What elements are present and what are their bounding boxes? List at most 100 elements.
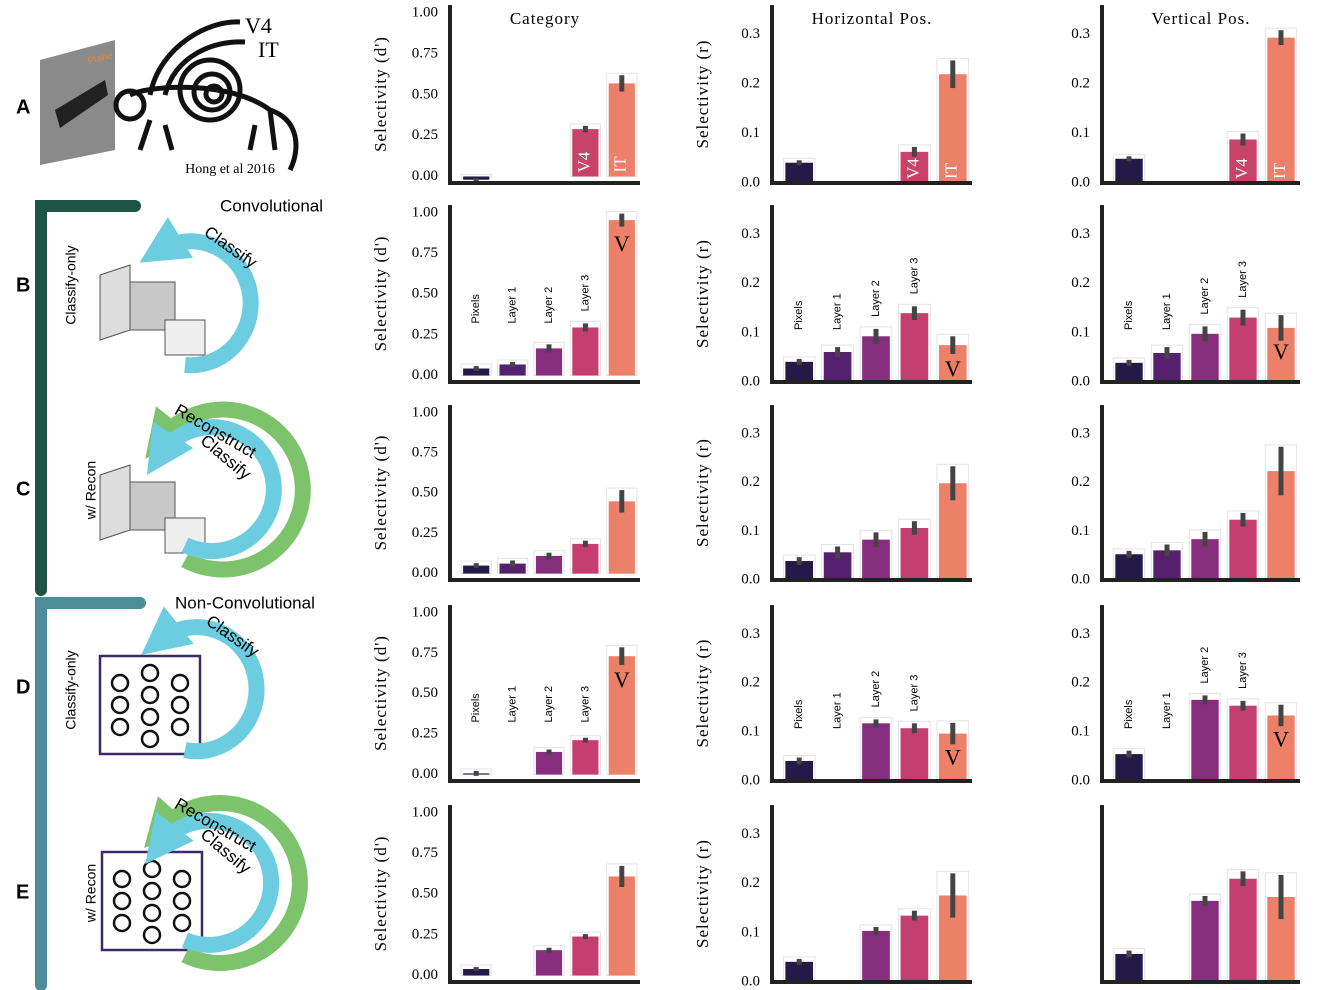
bar bbox=[901, 528, 929, 580]
bar-chart: Selectivity (r)0.00.10.20.3PixelsLayer 1… bbox=[693, 205, 972, 389]
category-label: IT bbox=[611, 156, 630, 173]
y-tick-label: 0.75 bbox=[412, 445, 438, 461]
bar bbox=[901, 916, 929, 982]
y-tick-label: 0.1 bbox=[741, 924, 760, 940]
bar bbox=[1191, 700, 1218, 781]
y-tick-label: 0.3 bbox=[741, 826, 760, 842]
category-label: Layer 2 bbox=[870, 280, 882, 317]
category-label: V bbox=[1273, 339, 1289, 364]
bar-chart: Selectivity (d')0.000.250.500.751.00 bbox=[371, 805, 640, 984]
panel-label: B bbox=[16, 274, 30, 296]
bar-chart: Selectivity (r)0.00.10.20.3 bbox=[693, 805, 972, 989]
category-label: Pixels bbox=[470, 693, 482, 723]
y-tick-label: 0.1 bbox=[1071, 523, 1090, 539]
category-label: Layer 1 bbox=[1161, 692, 1173, 729]
y-tick-label: 0.0 bbox=[1071, 373, 1090, 389]
y-tick-label: 0.3 bbox=[741, 626, 760, 642]
y-tick-label: 0.1 bbox=[741, 125, 760, 141]
bar bbox=[1229, 879, 1256, 982]
bar bbox=[785, 962, 813, 982]
panel-label: C bbox=[16, 478, 30, 500]
y-tick-label: 0.00 bbox=[412, 565, 438, 581]
bar bbox=[609, 876, 635, 975]
bar bbox=[536, 752, 562, 775]
category-label: Layer 3 bbox=[908, 258, 920, 295]
bar-chart: Selectivity (d')0.000.250.500.751.00Pixe… bbox=[371, 605, 640, 783]
category-label: Layer 3 bbox=[908, 675, 920, 712]
y-tick-label: 0.00 bbox=[412, 367, 438, 383]
y-tick-label: 0.0 bbox=[741, 973, 760, 989]
y-tick-label: 0.3 bbox=[1071, 226, 1090, 242]
bar bbox=[1115, 954, 1142, 982]
category-label: Layer 3 bbox=[1237, 261, 1249, 298]
bar bbox=[1115, 754, 1142, 781]
category-label: Layer 3 bbox=[1237, 652, 1249, 689]
row-label: w/ Recon bbox=[83, 864, 99, 923]
panel-label: D bbox=[16, 676, 30, 698]
y-tick-label: 0.1 bbox=[1071, 125, 1090, 141]
bar bbox=[785, 163, 813, 183]
category-label: Pixels bbox=[793, 699, 805, 729]
y-tick-label: 0.50 bbox=[412, 886, 438, 902]
y-tick-label: 0.00 bbox=[412, 967, 438, 983]
bar bbox=[862, 931, 890, 982]
bar bbox=[536, 950, 562, 975]
y-tick-label: 0.2 bbox=[741, 275, 760, 291]
bar bbox=[1191, 901, 1218, 982]
y-tick-label: 0.25 bbox=[412, 127, 438, 143]
category-label: Layer 2 bbox=[870, 671, 882, 708]
y-tick-label: 0.1 bbox=[741, 523, 760, 539]
bar bbox=[901, 313, 929, 382]
y-tick-label: 0.50 bbox=[412, 685, 438, 701]
y-tick-label: 0.2 bbox=[741, 875, 760, 891]
y-tick-label: 0.0 bbox=[1071, 571, 1090, 587]
row-label: Classify-only bbox=[63, 650, 79, 729]
category-label: Layer 2 bbox=[1199, 647, 1211, 684]
y-tick-label: 0.3 bbox=[741, 26, 760, 42]
chart-title: Horizontal Pos. bbox=[812, 9, 933, 28]
y-axis-label: Selectivity (d') bbox=[371, 36, 390, 152]
y-tick-label: 0.0 bbox=[741, 772, 760, 788]
y-tick-label: 0.3 bbox=[741, 226, 760, 242]
y-axis-label: Selectivity (d') bbox=[371, 836, 390, 952]
bar bbox=[572, 740, 598, 774]
bar-chart: Selectivity (r) 0.0 0.1 0.2 0.3 bbox=[693, 405, 972, 587]
y-tick-label: 0.3 bbox=[1071, 26, 1090, 42]
panel-label: E bbox=[16, 881, 29, 903]
y-tick-label: 0.1 bbox=[741, 324, 760, 340]
bar bbox=[1115, 159, 1142, 183]
y-tick-label: 0.0 bbox=[741, 571, 760, 587]
category-label: V4 bbox=[903, 158, 922, 179]
y-axis-label: Selectivity (d') bbox=[371, 236, 390, 352]
y-tick-label: 1.00 bbox=[412, 404, 438, 420]
category-label: Layer 3 bbox=[579, 686, 591, 723]
category-label: Pixels bbox=[470, 294, 482, 324]
bar bbox=[785, 362, 813, 382]
y-axis-label: Selectivity (r) bbox=[693, 438, 712, 547]
category-label: V4 bbox=[1232, 158, 1251, 179]
category-label: Layer 3 bbox=[579, 275, 591, 312]
category-label: V bbox=[945, 356, 961, 381]
category-label: V bbox=[614, 231, 630, 256]
bar bbox=[1267, 38, 1294, 183]
bar bbox=[572, 544, 598, 574]
bar-chart: Vertical Pos.0.00.10.20.3V4IT bbox=[1071, 5, 1300, 190]
y-axis-label: Selectivity (r) bbox=[693, 40, 712, 149]
row-label: w/ Recon bbox=[83, 461, 99, 520]
y-axis-label: Selectivity (d') bbox=[371, 435, 390, 551]
bar bbox=[1115, 554, 1142, 580]
bar-chart: 0.00.10.20.3PixelsLayer 1Layer 2Layer 3V bbox=[1071, 605, 1300, 788]
y-tick-label: 0.00 bbox=[412, 766, 438, 782]
y-tick-label: 0.2 bbox=[1071, 275, 1090, 291]
y-axis-label: Selectivity (r) bbox=[693, 239, 712, 348]
category-label: V bbox=[1273, 727, 1289, 752]
category-label: IT bbox=[942, 162, 961, 179]
bar-chart: Selectivity (r)0.00.10.20.3PixelsLayer 1… bbox=[693, 605, 972, 788]
y-tick-label: 1.00 bbox=[412, 805, 438, 821]
y-tick-label: 0.75 bbox=[412, 245, 438, 261]
y-tick-label: 0.3 bbox=[1071, 426, 1090, 442]
category-label: Layer 1 bbox=[832, 293, 844, 330]
y-tick-label: 0.0 bbox=[741, 373, 760, 389]
y-tick-label: 0.3 bbox=[741, 426, 760, 442]
y-tick-label: 0.2 bbox=[741, 474, 760, 490]
